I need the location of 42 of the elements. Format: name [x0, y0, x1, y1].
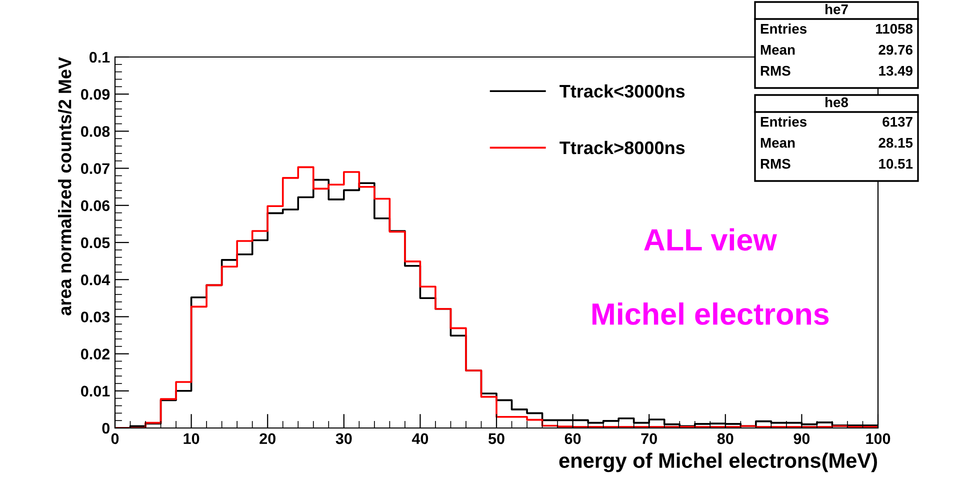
x-tick-label: 10	[184, 433, 200, 444]
y-tick-label: 0.09	[81, 88, 110, 100]
y-tick-label: 0	[102, 422, 110, 434]
text: Mean	[760, 45, 795, 55]
x-tick-label: 90	[794, 433, 810, 444]
text: he7	[826, 4, 848, 14]
annotation: Michel electrons	[592, 302, 829, 325]
annotation: Entries	[760, 116, 807, 127]
text: 6137	[882, 116, 912, 127]
x-tick-label: 40	[412, 433, 428, 444]
x-tick-label: 50	[488, 433, 504, 444]
text: 11058	[876, 24, 913, 34]
text: 29.76	[878, 44, 912, 55]
y-tick-label: 0.03	[81, 312, 110, 322]
annotation: he8	[826, 97, 848, 108]
y-tick-label: 0.07	[81, 163, 110, 174]
x-tick-label: 70	[641, 433, 657, 444]
x-tick-label: 80	[717, 433, 734, 444]
y-tick-label: 0.06	[81, 200, 110, 212]
y-tick-label: 0.01	[81, 386, 110, 397]
y-tick-label: 0.02	[81, 348, 110, 360]
annotation: Mean	[760, 138, 795, 148]
x-tick-label: 60	[564, 433, 581, 444]
annotation: RMS	[760, 158, 790, 169]
x-tick-label: 0	[111, 433, 119, 444]
text: Entries	[760, 24, 807, 34]
x-tick-label: 30	[336, 433, 352, 444]
annotation: RMS	[760, 66, 790, 76]
y-tick-label: 0.05	[81, 237, 110, 248]
y-tick-label: 0.1	[90, 52, 110, 63]
y-tick-label: 0.08	[81, 126, 110, 137]
legend-label: Ttrack>8000ns	[560, 140, 685, 154]
text: 10.51	[879, 158, 913, 169]
y-tick-label: 0.04	[81, 274, 110, 286]
x-tick-label: 100	[866, 433, 890, 444]
annotation: ALL view	[644, 228, 777, 251]
x-axis-title: energy of Michel electrons(MeV)	[559, 452, 877, 472]
text: 13.49	[879, 66, 912, 76]
x-tick-label: 20	[260, 433, 276, 444]
text: 28.15	[878, 138, 913, 148]
y-axis-title: area normalized counts/2 MeV	[58, 57, 72, 316]
legend-label: Ttrack<3000ns	[560, 84, 685, 98]
